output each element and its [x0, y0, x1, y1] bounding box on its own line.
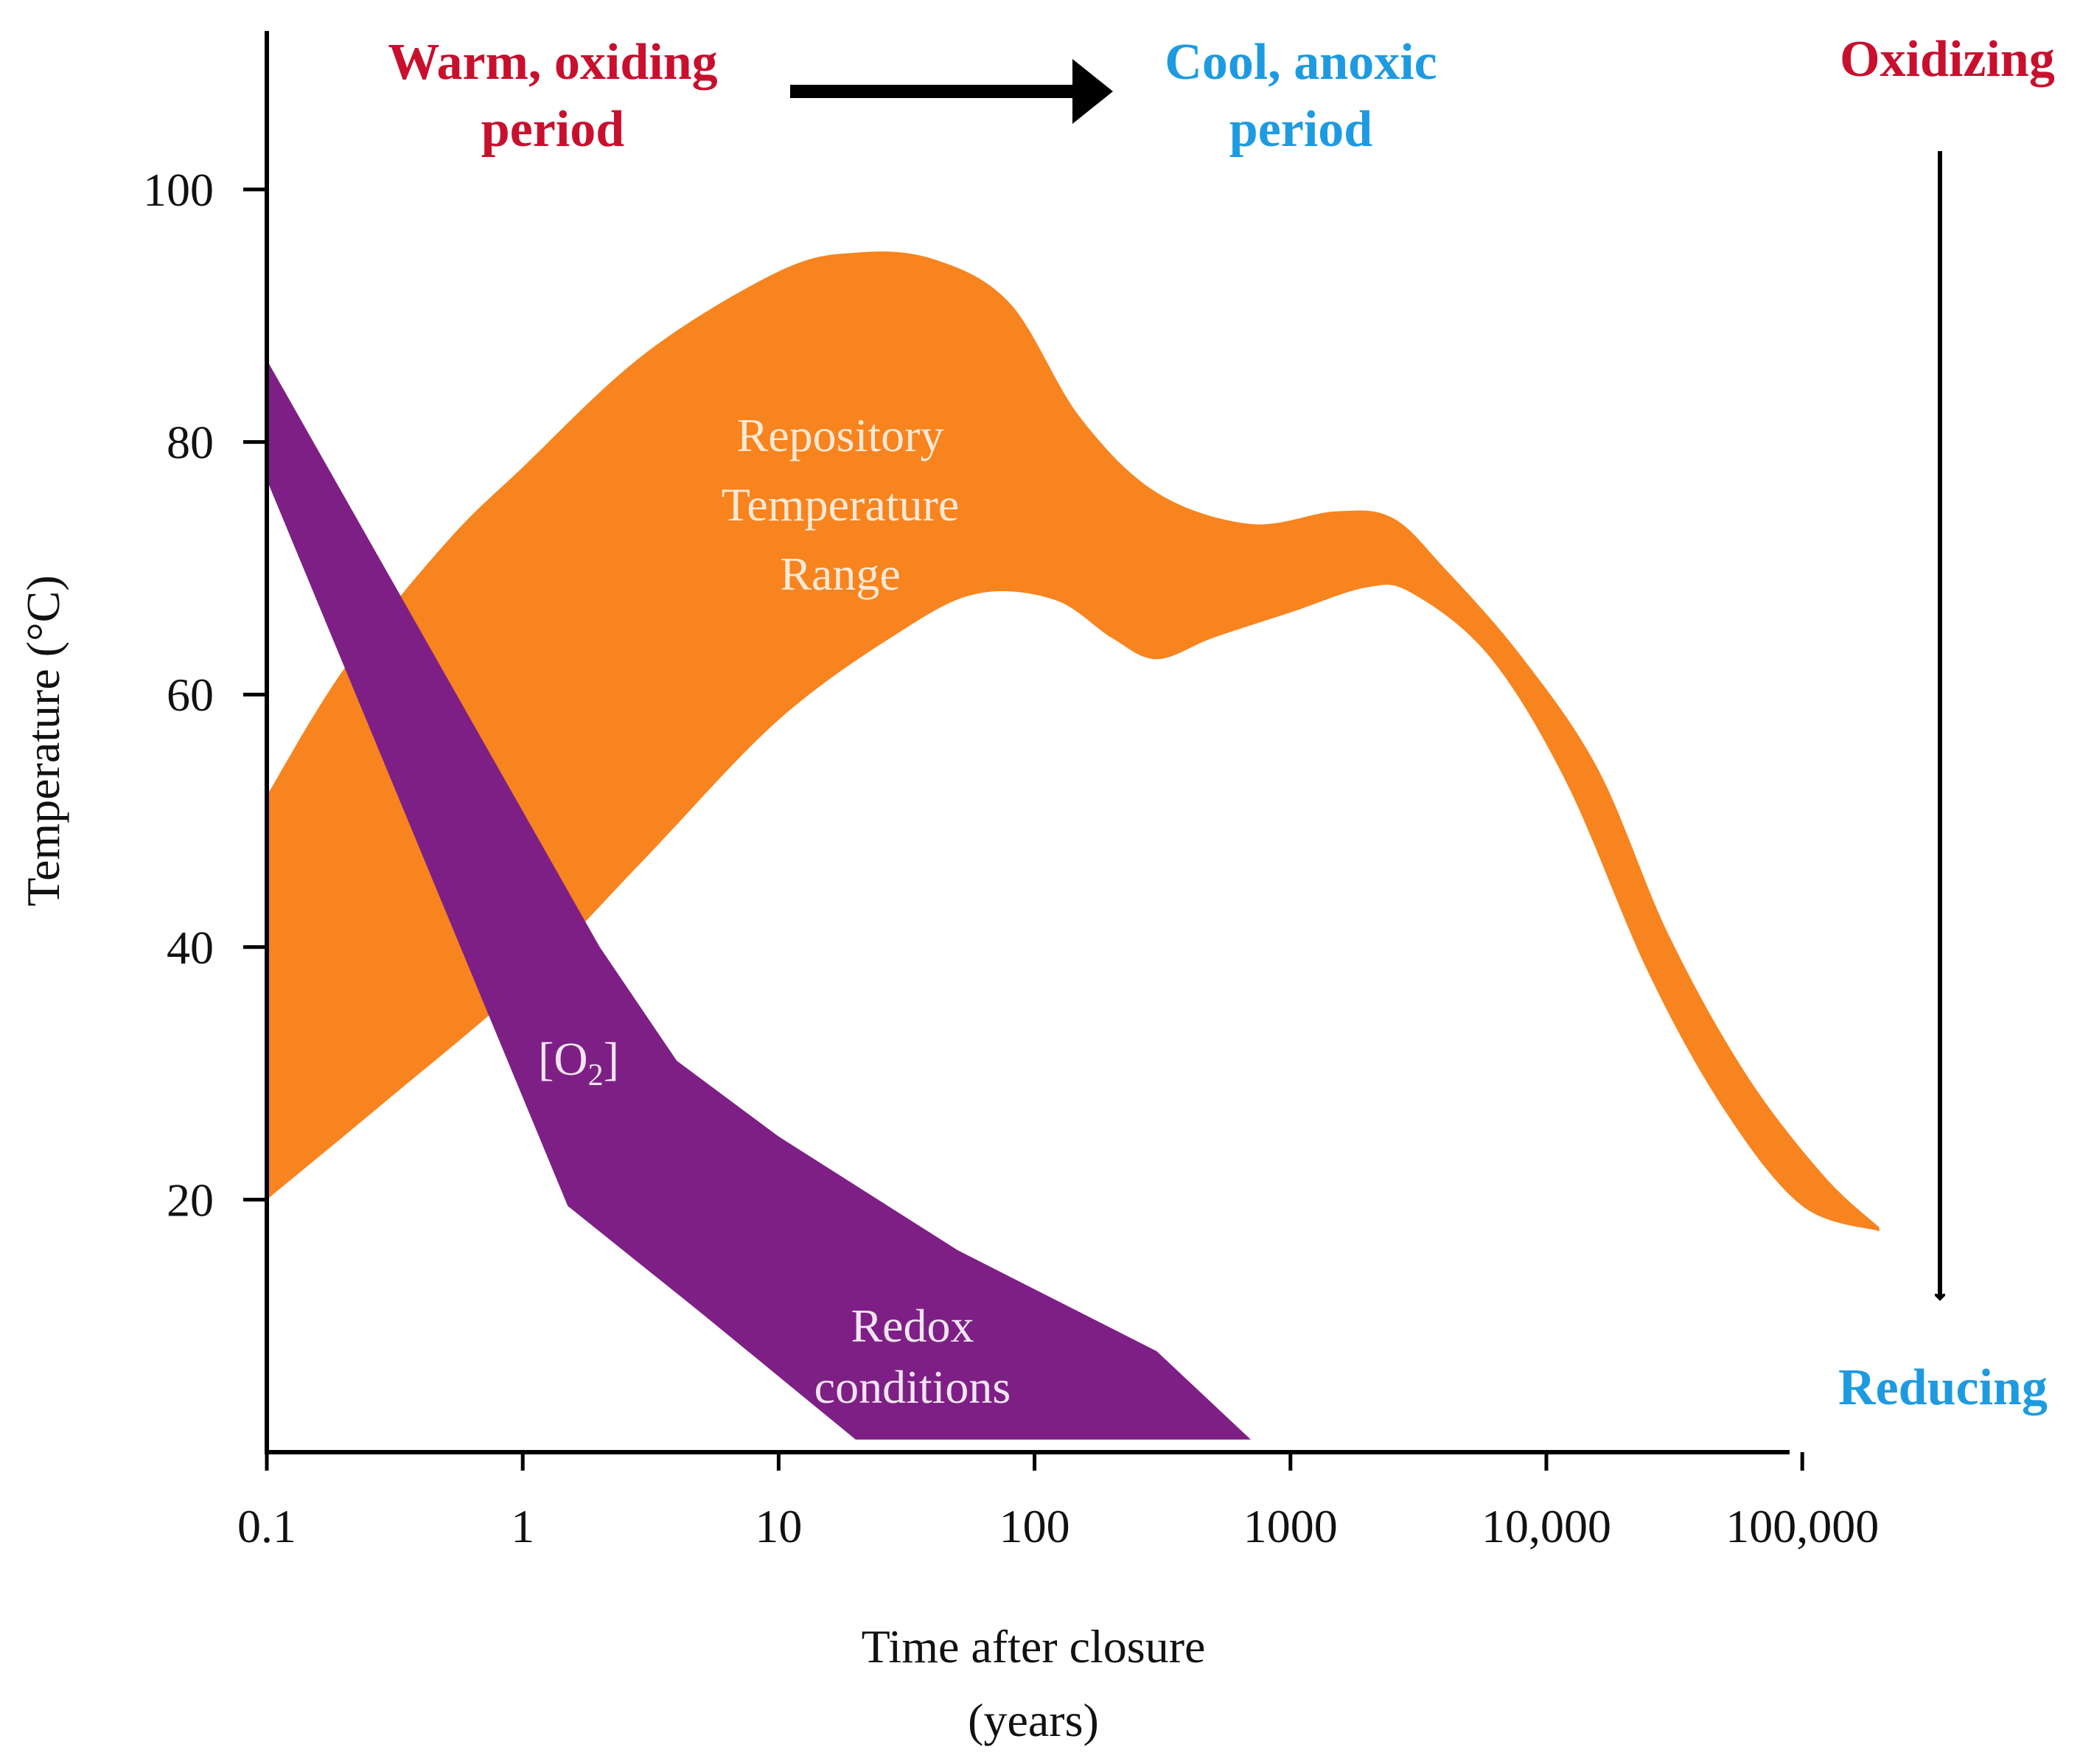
- plot-areas: [267, 251, 1880, 1440]
- repository-temperature-label: Repository Temperature Range: [722, 409, 959, 600]
- transition-arrow: [790, 59, 1113, 124]
- oxidizing-label: Oxidizing: [1840, 31, 2055, 88]
- y-tick-label: 80: [167, 416, 214, 469]
- reducing-label: Reducing: [1838, 1359, 2048, 1416]
- cool-period-label-line1: Cool, anoxic: [1165, 34, 1437, 91]
- oxygen-label: [O2]: [538, 1033, 619, 1092]
- cool-period-label-line2: period: [1229, 101, 1373, 158]
- axes: 0.1 1 10 100 1000 10,000 100,000 20 40 60 80 100: [143, 31, 1879, 1552]
- redox-label-line1: Redox: [851, 1300, 974, 1352]
- temp-label-line2: Temperature: [722, 478, 959, 531]
- y-tick-label: 100: [143, 164, 214, 216]
- x-tick-label: 100,000: [1725, 1500, 1879, 1552]
- redox-conditions-label: Redox conditions: [814, 1300, 1011, 1413]
- x-axis-ticks: 0.1 1 10 100 1000 10,000 100,000: [237, 1452, 1879, 1552]
- y-tick-label: 20: [167, 1174, 214, 1226]
- redox-conditions-area: [267, 360, 1251, 1440]
- redox-label-line2: conditions: [814, 1361, 1011, 1413]
- warm-period-label-line2: period: [481, 101, 625, 158]
- temp-label-line1: Repository: [737, 409, 944, 461]
- x-tick-label: 1000: [1243, 1500, 1338, 1552]
- x-tick-label: 100: [999, 1500, 1070, 1552]
- y-axis-title: Temperature (°C): [17, 575, 69, 906]
- x-tick-label: 10: [755, 1500, 802, 1552]
- x-axis-title-line2: (years): [968, 1694, 1099, 1746]
- y-tick-label: 60: [167, 669, 214, 721]
- transition-arrow-head: [1072, 59, 1113, 124]
- x-axis-title-line1: Time after closure: [862, 1620, 1206, 1673]
- x-tick-label: 10,000: [1482, 1500, 1611, 1552]
- x-tick-label: 0.1: [237, 1500, 296, 1552]
- temp-label-line3: Range: [780, 548, 901, 600]
- x-tick-label: 1: [511, 1500, 534, 1552]
- y-tick-label: 40: [167, 921, 214, 974]
- y-axis-ticks: 20 40 60 80 100: [143, 164, 267, 1226]
- repository-temperature-area: [267, 251, 1880, 1232]
- warm-period-label-line1: Warm, oxiding: [388, 34, 717, 91]
